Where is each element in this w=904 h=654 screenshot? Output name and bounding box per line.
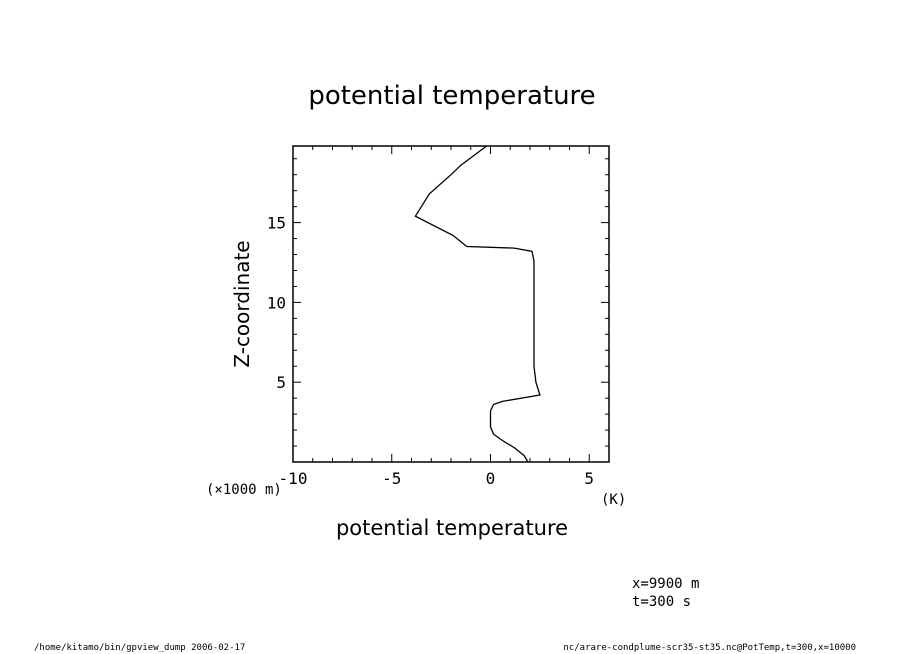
time-note: t=300 s — [632, 594, 691, 610]
footer-right: nc/arare-condplume-scr35-st35.nc@PotTemp… — [563, 643, 856, 653]
x-tick-labels: -10 -5 0 5 — [279, 469, 595, 488]
x-position-note: x=9900 m — [632, 576, 699, 592]
y-axis-label: Z-coordinate — [230, 240, 254, 367]
y-axis-ticks — [293, 158, 609, 447]
y-axis-unit: (×1000 m) — [206, 482, 282, 498]
x-tick-label: 5 — [584, 469, 594, 488]
potential-temperature-line — [414, 145, 541, 463]
x-axis-label: potential temperature — [336, 516, 568, 540]
chart-title: potential temperature — [308, 81, 595, 111]
x-tick-label: -5 — [382, 469, 401, 488]
x-tick-label: -10 — [279, 469, 308, 488]
x-axis-ticks — [292, 146, 610, 462]
x-axis-unit: (K) — [601, 492, 626, 508]
footer-left: /home/kitamo/bin/gpview_dump 2006-02-17 — [34, 643, 245, 653]
y-tick-label: 10 — [267, 293, 286, 312]
y-tick-label: 5 — [276, 373, 286, 392]
y-tick-label: 15 — [267, 214, 286, 233]
x-tick-label: 0 — [486, 469, 496, 488]
plot-frame — [292, 145, 610, 463]
y-tick-labels: 5 10 15 — [267, 214, 286, 393]
